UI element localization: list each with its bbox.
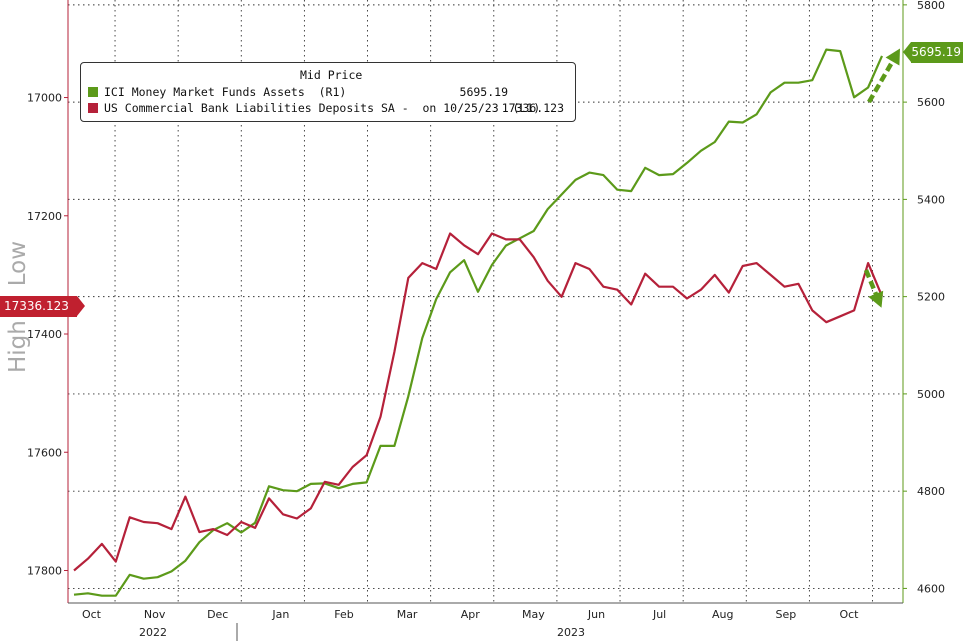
x-tick-label: Jun [587,608,605,621]
left-tick-label: 17000 [27,92,62,105]
x-tick-label: Feb [334,608,353,621]
right-tick-label: 5600 [917,96,945,109]
green-up-arrow [867,48,900,104]
arrow-head [885,48,900,66]
x-tick-label: Dec [207,608,228,621]
legend-title: Mid Price [300,68,363,82]
year-label-2023: 2023 [557,626,585,639]
x-tick-label: May [522,608,545,621]
right-tick-label: 4800 [917,485,945,498]
legend-label-money-market: ICI Money Market Funds Assets (R1) [104,85,347,99]
legend-item-bank-deposits: US Commercial Bank Liabilities Deposits … [88,101,570,115]
legend-value-bank-deposits: 17336.123 [501,101,564,115]
left-last-value-badge: 17336.123 [0,296,85,317]
legend-swatch-red [88,103,98,113]
green-down-arrow [863,269,884,308]
x-tick-label: Mar [397,608,418,621]
x-tick-label: Nov [144,608,166,621]
left-tick-label: 17400 [27,328,62,341]
right-tick-label: 5400 [917,193,945,206]
legend: Mid Price ICI Money Market Funds Assets … [80,62,576,122]
left-tick-label: 17600 [27,446,62,459]
legend-label-bank-deposits: US Commercial Bank Liabilities Deposits … [104,101,541,115]
x-tick-label: Jul [652,608,666,621]
axes [64,0,907,641]
arrow-head [868,290,884,308]
x-tick-label: Aug [712,608,733,621]
x-tick-label: Apr [461,608,481,621]
x-tick-label: Jan [271,608,289,621]
x-tick-label: Oct [839,608,859,621]
money-market-series-line [73,48,884,597]
legend-item-money-market: ICI Money Market Funds Assets (R1) 5695.… [88,85,570,99]
legend-value-money-market: 5695.19 [459,85,508,99]
tick-labels: 17000 17200 17400 17600 17800 4600 4800 5000 520… [27,0,945,639]
legend-swatch-green [88,87,98,97]
left-tick-label: 17800 [27,564,62,577]
series-lines [73,48,884,597]
trend-arrows [863,48,900,308]
x-tick-label: Sep [775,608,796,621]
left-tick-label: 17200 [27,210,62,223]
right-last-value-badge: 5695.19 [903,42,963,63]
bank-deposits-series-line [73,232,884,572]
year-label-2022: 2022 [139,626,167,639]
right-tick-label: 4600 [917,582,945,595]
x-tick-label: Oct [82,608,102,621]
right-tick-label: 5200 [917,291,945,304]
right-tick-label: 5000 [917,388,945,401]
right-tick-label: 5800 [917,0,945,12]
